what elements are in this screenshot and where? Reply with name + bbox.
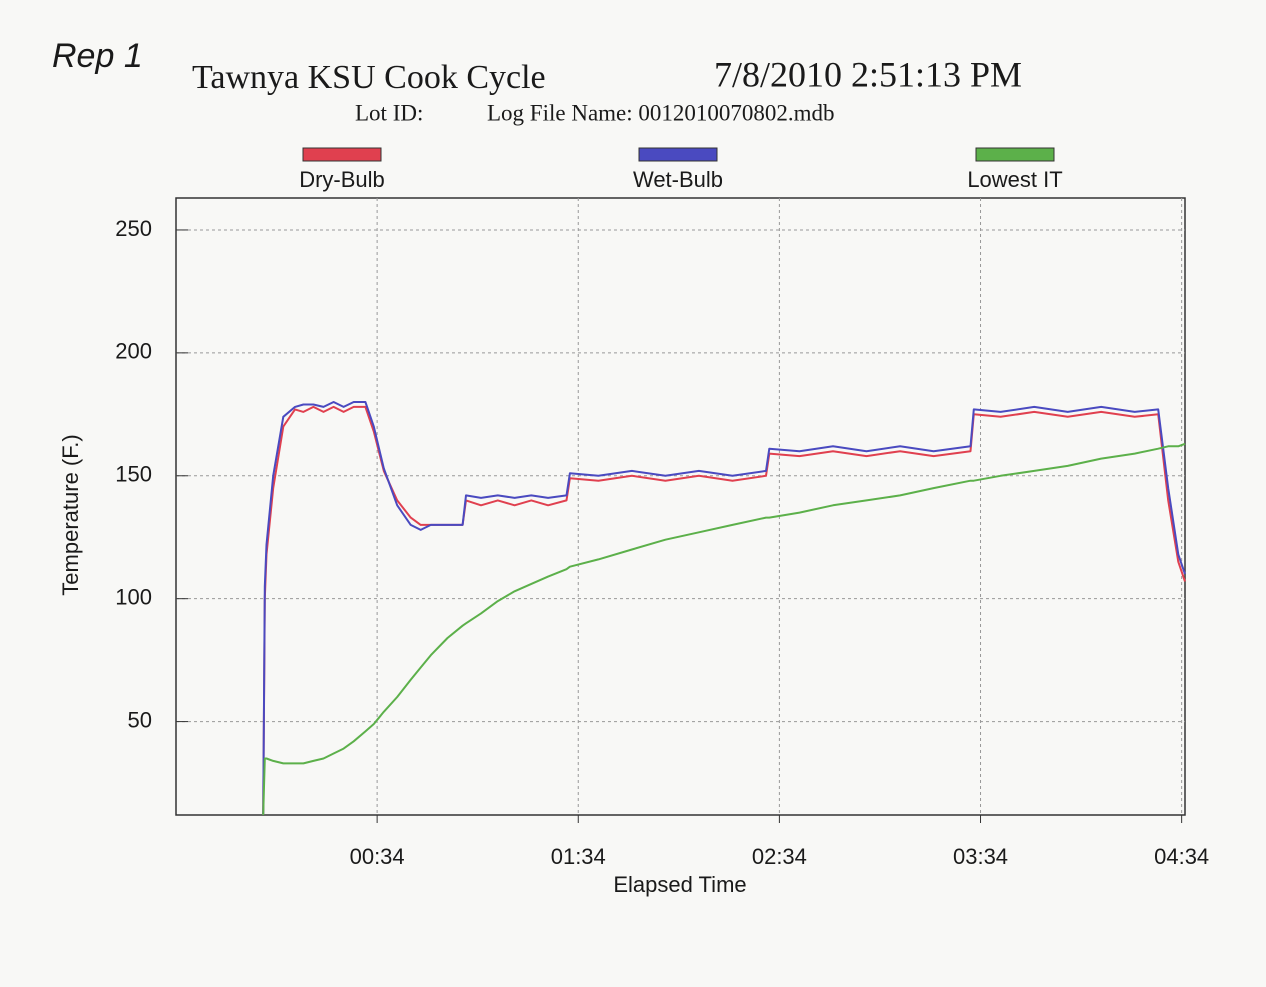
lot-id: Lot ID: bbox=[355, 100, 423, 125]
x-tick-label: 01:34 bbox=[551, 844, 606, 869]
y-axis-label: Temperature (F.) bbox=[58, 434, 83, 595]
y-tick-label: 100 bbox=[115, 584, 152, 609]
x-axis-label: Elapsed Time bbox=[613, 872, 746, 897]
x-tick-label: 02:34 bbox=[752, 844, 807, 869]
legend-label: Wet-Bulb bbox=[633, 167, 723, 192]
legend-swatch bbox=[975, 147, 1055, 162]
chart-date: 7/8/2010 2:51:13 PM bbox=[714, 54, 1022, 94]
chart-title: Tawnya KSU Cook Cycle bbox=[192, 59, 546, 96]
x-tick-label: 04:34 bbox=[1154, 844, 1209, 869]
y-tick-label: 200 bbox=[115, 339, 152, 364]
series-line bbox=[262, 401, 1186, 816]
y-tick-label: 150 bbox=[115, 462, 152, 487]
x-tick-label: 00:34 bbox=[350, 844, 405, 869]
x-tick-label: 03:34 bbox=[953, 844, 1008, 869]
legend-label: Lowest IT bbox=[967, 167, 1062, 192]
handwritten-note: Rep 1 bbox=[52, 37, 143, 75]
legend-swatch bbox=[302, 147, 382, 162]
legend-swatch bbox=[638, 147, 718, 162]
y-tick-label: 250 bbox=[115, 216, 152, 241]
log-file: Log File Name: 0012010070802.mdb bbox=[487, 100, 835, 125]
y-tick-label: 50 bbox=[128, 707, 152, 732]
legend-label: Dry-Bulb bbox=[299, 167, 385, 192]
series-line bbox=[262, 405, 1186, 816]
series-line bbox=[262, 442, 1186, 816]
plot-frame bbox=[175, 197, 1186, 816]
